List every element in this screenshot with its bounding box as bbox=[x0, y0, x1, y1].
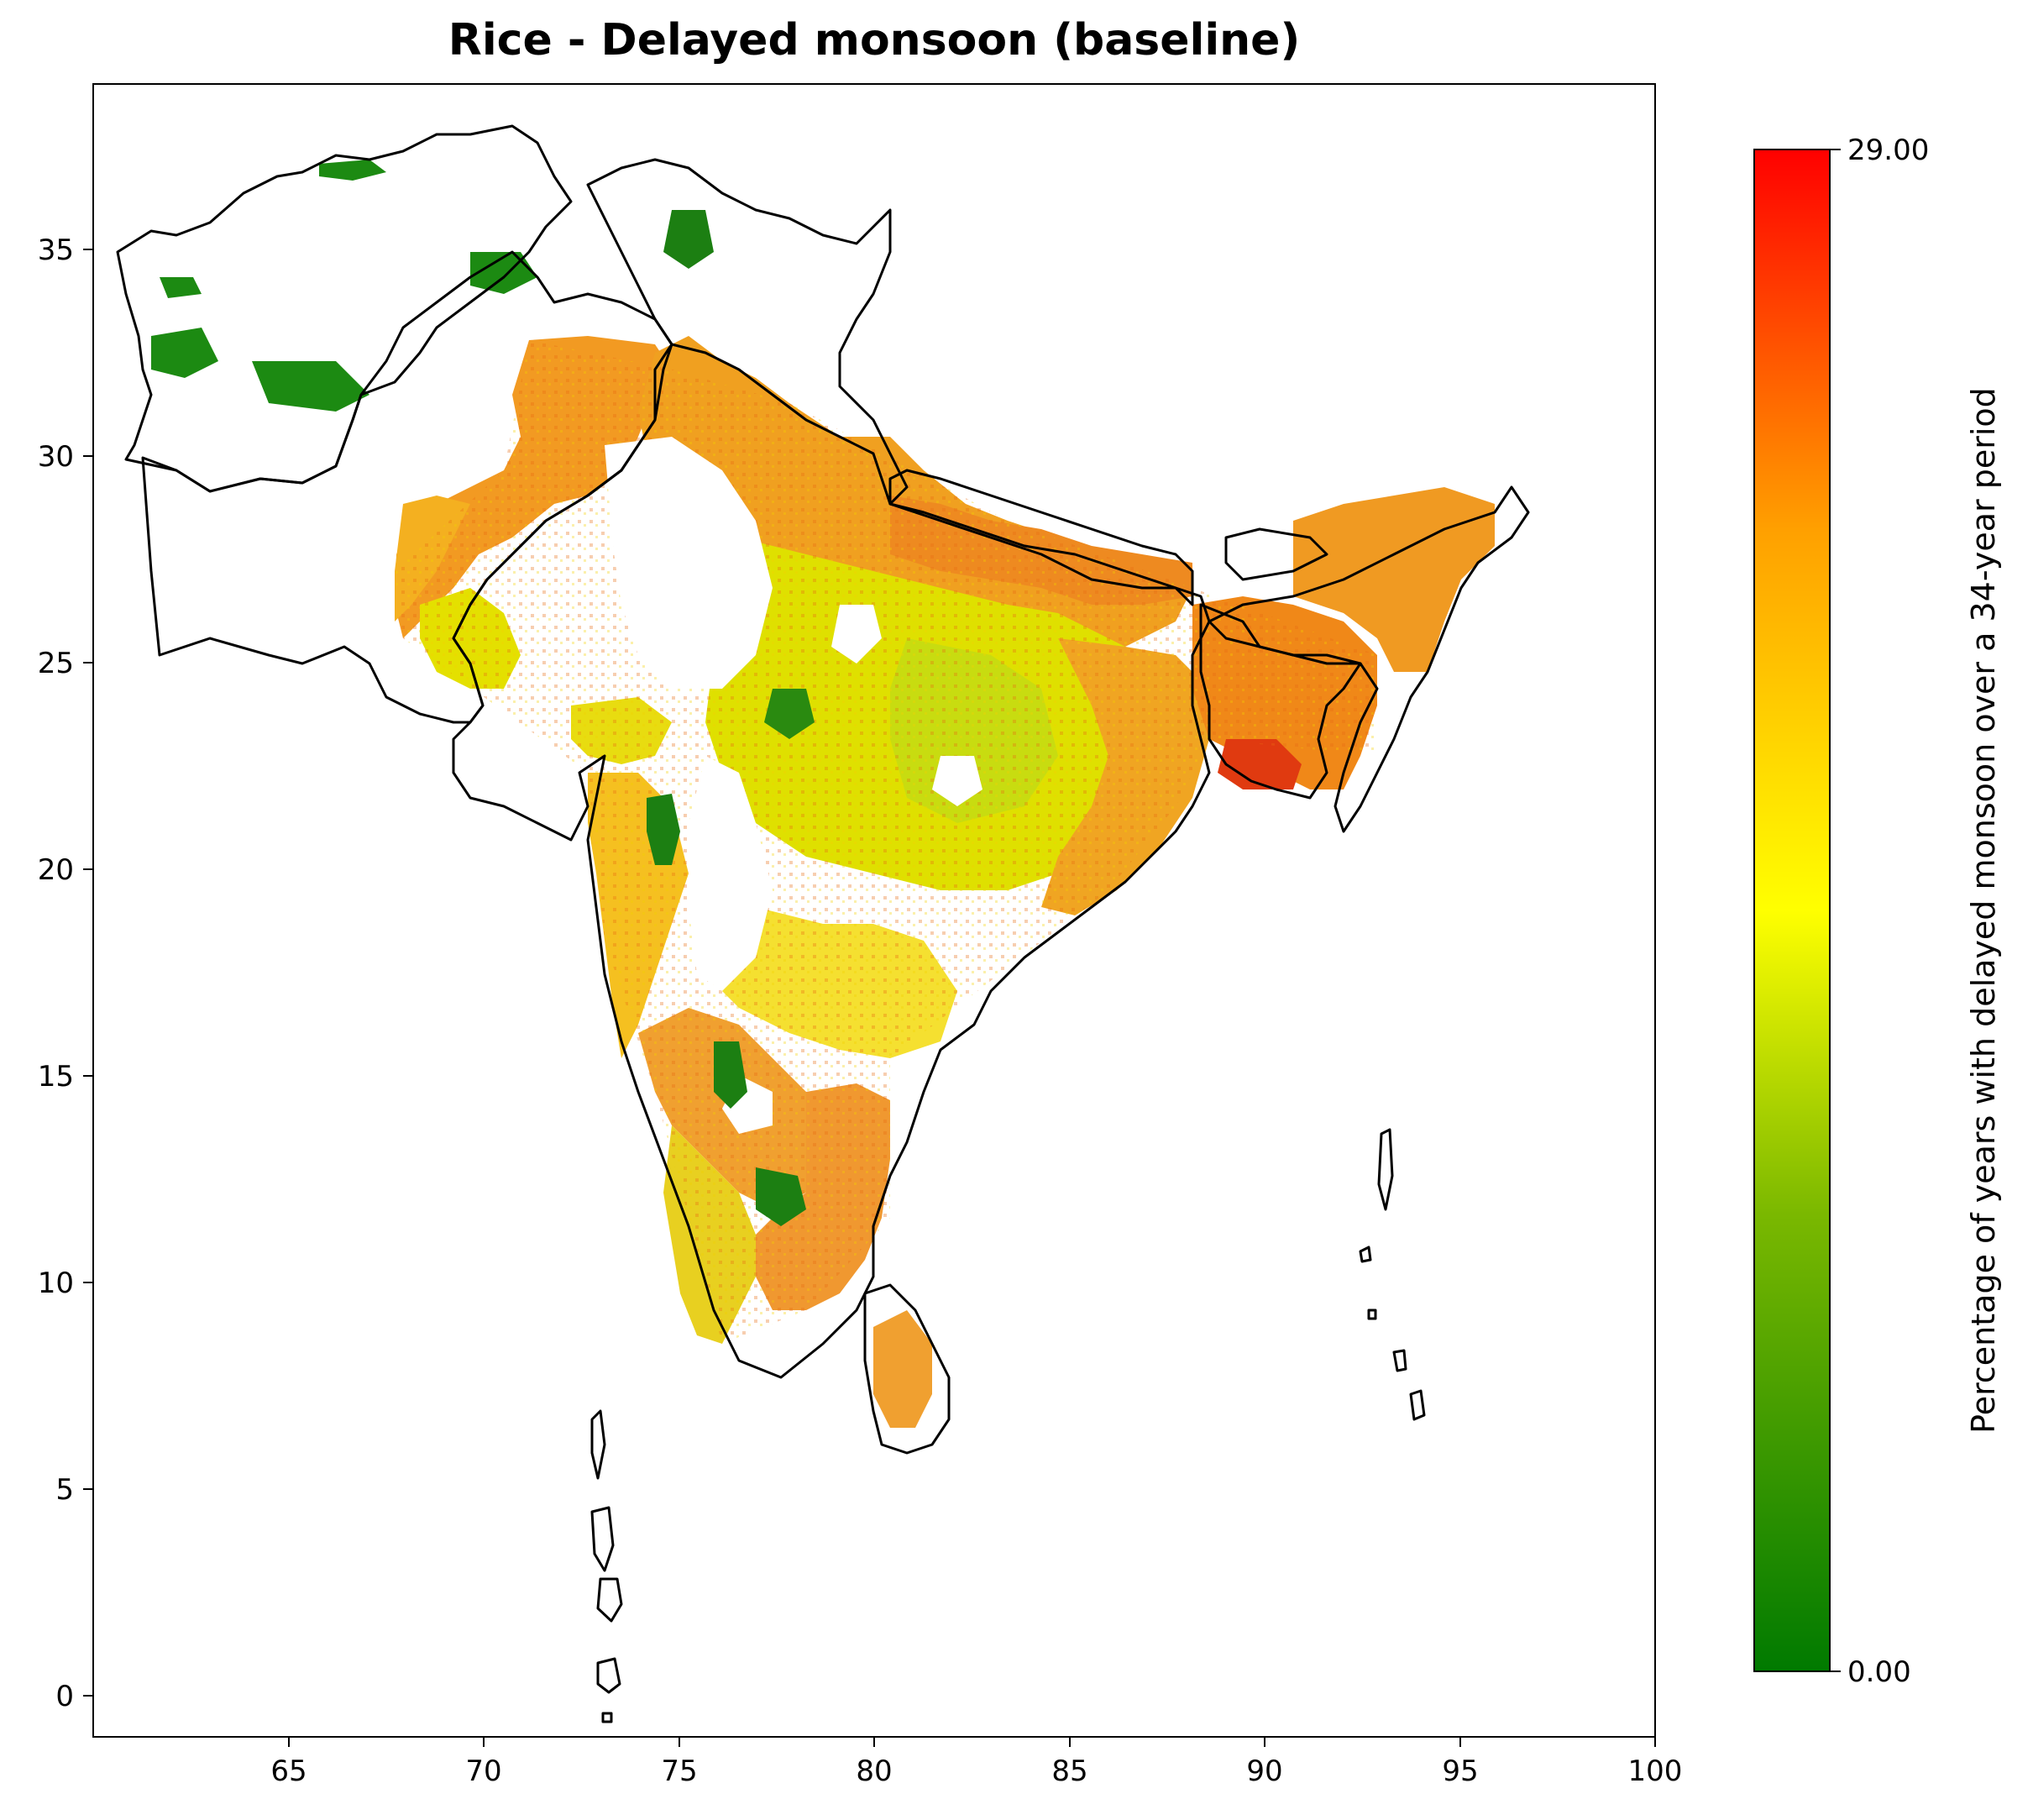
border-nicobar-1 bbox=[1367, 1309, 1377, 1320]
region-bengal-delta bbox=[1218, 739, 1302, 789]
x-tick-label: 80 bbox=[856, 1754, 892, 1788]
colorbar: 29.00 0.00 Percentage of years with dela… bbox=[1753, 134, 2002, 1689]
border-sri-lanka bbox=[863, 1283, 951, 1455]
border-maldives-1 bbox=[590, 1409, 606, 1480]
y-tick-label: 0 bbox=[55, 1680, 74, 1713]
green-patch-central bbox=[764, 689, 815, 739]
green-patch-afgh-5 bbox=[160, 277, 202, 298]
border-bangladesh bbox=[1199, 603, 1362, 800]
y-tick-label: 25 bbox=[38, 647, 74, 680]
data-layer bbox=[151, 160, 1495, 1428]
border-northeast-india bbox=[1208, 485, 1530, 833]
country-borders bbox=[116, 124, 1530, 1723]
green-patch-nilgiri bbox=[756, 1167, 806, 1226]
x-tick-label: 65 bbox=[270, 1754, 307, 1788]
colorbar-gradient bbox=[1753, 149, 1831, 1672]
y-tick-label: 20 bbox=[38, 853, 74, 887]
border-nicobar-3 bbox=[1409, 1389, 1426, 1421]
no-data-pocket-2 bbox=[932, 756, 982, 806]
border-india-north bbox=[586, 158, 909, 506]
green-patch-ghats-north bbox=[647, 794, 680, 865]
green-patch-gangetic bbox=[663, 210, 714, 269]
y-tick-label: 35 bbox=[38, 233, 74, 267]
x-tick-labels: 65 70 75 80 85 90 95 100 bbox=[270, 1754, 1682, 1788]
green-patch-afgh-4 bbox=[470, 252, 537, 294]
green-patch-ghats-south bbox=[714, 1041, 747, 1109]
colorbar-max-label: 29.00 bbox=[1847, 134, 1929, 167]
x-tick-label: 100 bbox=[1628, 1754, 1683, 1788]
y-tick-label: 5 bbox=[55, 1473, 74, 1507]
x-tick-label: 85 bbox=[1051, 1754, 1087, 1788]
x-axis bbox=[288, 1737, 1656, 1747]
y-tick-label: 15 bbox=[38, 1060, 74, 1094]
border-bhutan bbox=[1224, 527, 1328, 581]
border-maldives-4 bbox=[596, 1657, 621, 1694]
colorbar-label: Percentage of years with delayed monsoon… bbox=[1965, 387, 2002, 1434]
chart-title: Rice - Delayed monsoon (baseline) bbox=[448, 15, 1301, 66]
y-axis bbox=[83, 249, 93, 1697]
green-patch-afgh-3 bbox=[151, 328, 218, 378]
region-northeast bbox=[1293, 487, 1495, 672]
border-maldives-3 bbox=[596, 1577, 623, 1623]
no-data-pocket-1 bbox=[831, 605, 882, 663]
y-tick-label: 10 bbox=[38, 1267, 74, 1300]
no-data-thar bbox=[605, 437, 773, 689]
x-tick-label: 70 bbox=[465, 1754, 501, 1788]
green-patch-afgh-1 bbox=[319, 160, 386, 181]
border-nicobar-2 bbox=[1392, 1349, 1407, 1372]
no-data-deccan bbox=[689, 756, 773, 991]
border-maldives-2 bbox=[590, 1506, 615, 1572]
border-india bbox=[452, 343, 1211, 1379]
border-nepal bbox=[888, 469, 1194, 606]
green-patch-afgh-2 bbox=[252, 361, 369, 412]
region-sri-lanka-data bbox=[873, 1310, 932, 1428]
border-andaman-1 bbox=[1377, 1128, 1394, 1211]
x-tick-label: 75 bbox=[661, 1754, 697, 1788]
x-tick-label: 95 bbox=[1442, 1754, 1478, 1788]
colorbar-min-label: 0.00 bbox=[1847, 1655, 1911, 1689]
border-maldives-5 bbox=[601, 1712, 613, 1723]
x-tick-label: 90 bbox=[1246, 1754, 1282, 1788]
y-tick-labels: 0 5 10 15 20 25 30 35 bbox=[38, 233, 74, 1713]
border-andaman-2 bbox=[1359, 1246, 1372, 1263]
y-tick-label: 30 bbox=[38, 440, 74, 474]
border-afghanistan bbox=[116, 124, 573, 493]
